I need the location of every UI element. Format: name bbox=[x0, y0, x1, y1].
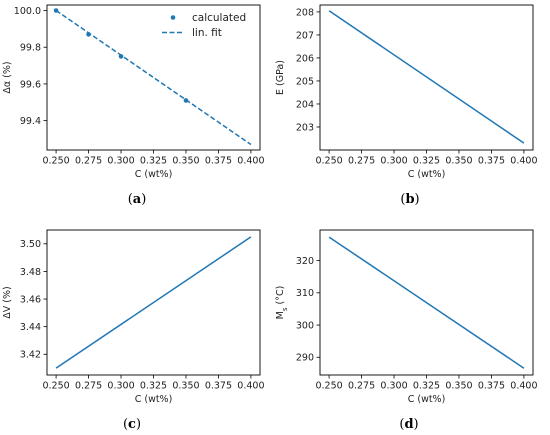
y-axis-label: Ms (°C) bbox=[275, 286, 289, 320]
series-line bbox=[328, 10, 525, 144]
y-tick-label: 3.50 bbox=[20, 239, 41, 250]
panel-caption: (a) bbox=[128, 192, 147, 207]
x-tick-label: 0.250 bbox=[315, 381, 342, 392]
x-tick-label: 0.250 bbox=[42, 156, 69, 167]
x-tick-label: 0.350 bbox=[172, 381, 199, 392]
x-tick-label: 0.375 bbox=[478, 156, 505, 167]
x-tick-label: 0.325 bbox=[413, 156, 440, 167]
x-tick-label: 0.350 bbox=[172, 156, 199, 167]
x-tick-label: 0.275 bbox=[348, 156, 375, 167]
x-tick-label: 0.325 bbox=[140, 381, 167, 392]
y-tick-label: 300 bbox=[296, 320, 314, 331]
y-axis-label: Δα (%) bbox=[2, 61, 13, 93]
y-tick-label: 290 bbox=[296, 353, 314, 364]
legend-label: calculated bbox=[192, 12, 246, 24]
y-tick-label: 203 bbox=[296, 122, 314, 133]
x-tick-label: 0.350 bbox=[445, 156, 472, 167]
x-tick-label: 0.300 bbox=[380, 381, 407, 392]
y-tick-label: 3.48 bbox=[20, 267, 41, 278]
x-tick-label: 0.250 bbox=[315, 156, 342, 167]
x-tick-label: 0.375 bbox=[205, 381, 232, 392]
y-tick-label: 310 bbox=[296, 288, 314, 299]
x-tick-label: 0.325 bbox=[140, 156, 167, 167]
panel-caption: (d) bbox=[399, 417, 418, 432]
y-tick-label: 99.8 bbox=[20, 43, 41, 54]
chart-panel-c: 0.250 0.275 0.300 0.325 0.350 0.375 0.400 3.42 3… bbox=[2, 229, 265, 432]
y-tick-label: 3.46 bbox=[20, 294, 41, 305]
x-axis-label: C (wt%) bbox=[135, 394, 173, 405]
panel-caption: (b) bbox=[400, 192, 419, 207]
chart-panel-a: 0.250 0.275 0.300 0.325 0.350 0.375 0.400 99.4 9… bbox=[2, 4, 265, 207]
y-tick-label: 204 bbox=[296, 99, 314, 110]
y-tick-label: 3.42 bbox=[20, 350, 41, 361]
x-axis-label: C (wt%) bbox=[135, 169, 173, 180]
chart-panel-d: 0.250 0.275 0.300 0.325 0.350 0.375 0.400 290 30… bbox=[275, 229, 538, 432]
legend-label: lin. fit bbox=[192, 27, 222, 39]
y-tick-label: 320 bbox=[296, 256, 314, 267]
x-tick-label: 0.300 bbox=[380, 156, 407, 167]
x-tick-label: 0.350 bbox=[445, 381, 472, 392]
plot-frame bbox=[46, 4, 261, 151]
panel-caption: (c) bbox=[123, 417, 141, 432]
y-axis-label: E (GPa) bbox=[275, 60, 286, 95]
legend-marker-points bbox=[170, 15, 176, 20]
series-line bbox=[328, 236, 525, 369]
y-tick-label: 99.4 bbox=[20, 116, 41, 127]
y-tick-label: 207 bbox=[296, 30, 314, 41]
x-tick-label: 0.300 bbox=[107, 156, 134, 167]
x-axis-label: C (wt%) bbox=[408, 394, 446, 405]
x-tick-label: 0.375 bbox=[205, 156, 232, 167]
y-tick-label: 3.44 bbox=[20, 322, 41, 333]
chart-panel-b: 0.250 0.275 0.300 0.325 0.350 0.375 0.400 203 20… bbox=[275, 4, 538, 207]
x-tick-label: 0.275 bbox=[348, 381, 375, 392]
y-tick-label: 206 bbox=[296, 53, 314, 64]
x-axis-label: C (wt%) bbox=[408, 169, 446, 180]
x-tick-label: 0.375 bbox=[478, 381, 505, 392]
y-tick-label: 208 bbox=[296, 7, 314, 18]
x-tick-label: 0.300 bbox=[107, 381, 134, 392]
fit-line bbox=[55, 9, 252, 146]
x-tick-label: 0.400 bbox=[510, 156, 537, 167]
y-tick-label: 205 bbox=[296, 76, 314, 87]
legend: calculated lin. fit bbox=[162, 12, 246, 39]
x-tick-label: 0.400 bbox=[237, 156, 264, 167]
x-tick-label: 0.400 bbox=[237, 381, 264, 392]
x-tick-label: 0.325 bbox=[413, 381, 440, 392]
series-line bbox=[55, 236, 252, 369]
y-axis-label: ΔV (%) bbox=[2, 286, 13, 318]
y-tick-label: 100.0 bbox=[14, 6, 41, 17]
x-tick-label: 0.275 bbox=[75, 381, 102, 392]
x-tick-label: 0.400 bbox=[510, 381, 537, 392]
x-tick-label: 0.250 bbox=[42, 381, 69, 392]
x-tick-label: 0.275 bbox=[75, 156, 102, 167]
y-tick-label: 99.6 bbox=[20, 79, 41, 90]
